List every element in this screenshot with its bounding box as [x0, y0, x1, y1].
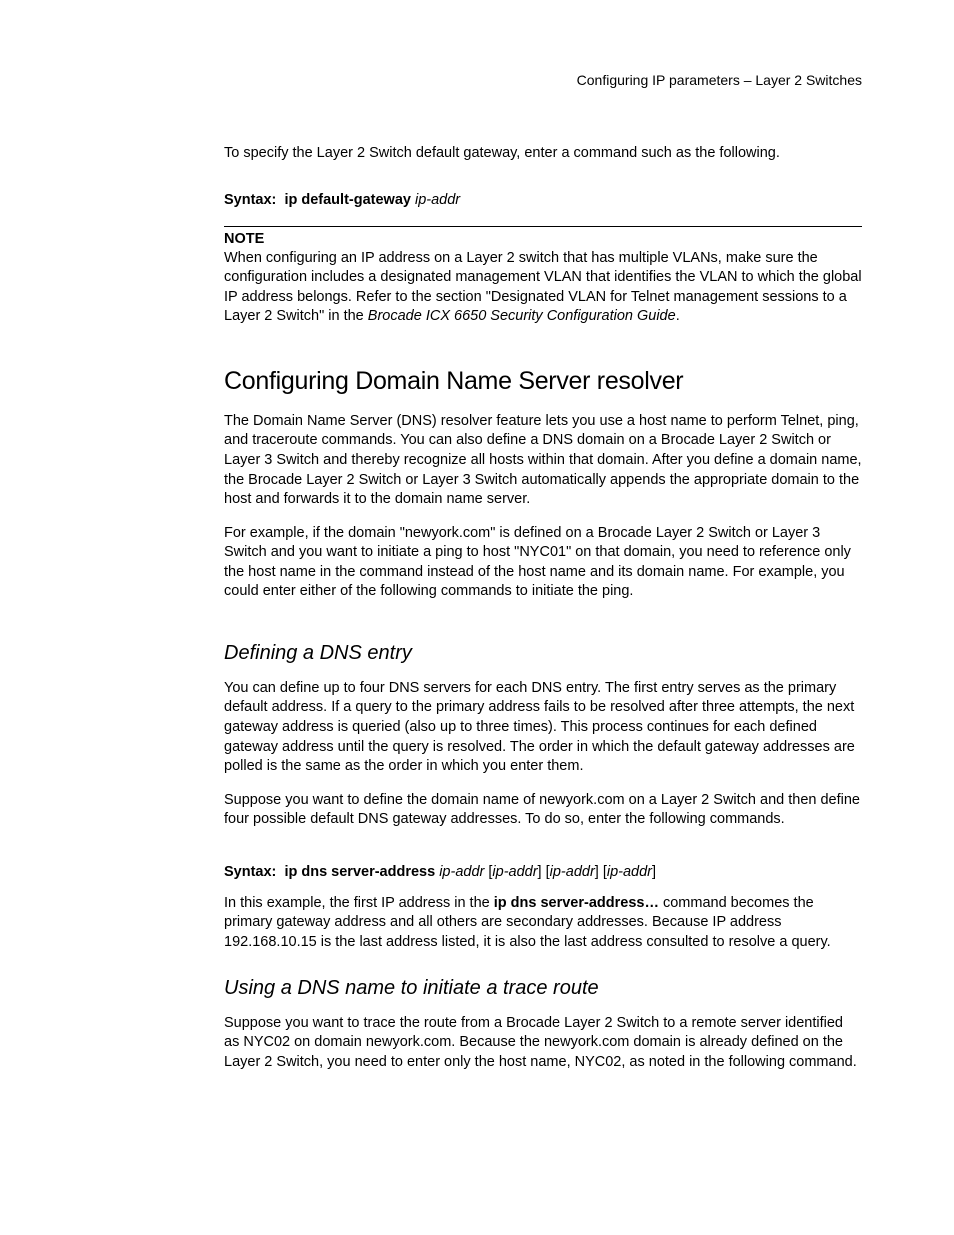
defining-p2: Suppose you want to define the domain na… [224, 791, 862, 830]
defining-p1: You can define up to four DNS servers fo… [224, 679, 862, 777]
heading-dns-resolver: Configuring Domain Name Server resolver [224, 367, 862, 396]
document-page: Configuring IP parameters – Layer 2 Swit… [0, 0, 954, 1235]
header-breadcrumb: Configuring IP parameters – Layer 2 Swit… [224, 72, 862, 88]
syntax-cmd-text: ip default-gateway [284, 192, 411, 208]
syntax2-cmd: ip dns server-address [284, 864, 435, 880]
b3b: ip-addr [607, 864, 652, 880]
heading-trace-route: Using a DNS name to initiate a trace rou… [224, 977, 862, 1000]
b3a: [ [599, 864, 607, 880]
syntax2-arg: ip-addr [439, 864, 484, 880]
syntax-default-gateway: Syntax: ip default-gateway ip-addr [224, 192, 862, 208]
syntax-dns-server: Syntax: ip dns server-address ip-addr [i… [224, 864, 862, 880]
b2a: [ [542, 864, 550, 880]
dns-p1: The Domain Name Server (DNS) resolver fe… [224, 412, 862, 510]
note-rule [224, 226, 862, 227]
intro-paragraph: To specify the Layer 2 Switch default ga… [224, 144, 862, 164]
dns-p2: For example, if the domain "newyork.com"… [224, 524, 862, 602]
b1b: ip-addr [492, 864, 537, 880]
b2b: ip-addr [550, 864, 595, 880]
example-a: In this example, the first IP address in… [224, 895, 494, 911]
trace-p1: Suppose you want to trace the route from… [224, 1014, 862, 1073]
note-body-b: . [676, 308, 680, 324]
example-bold: ip dns server-address… [494, 895, 659, 911]
heading-defining-dns: Defining a DNS entry [224, 642, 862, 665]
note-body: When configuring an IP address on a Laye… [224, 249, 862, 327]
note-body-ital: Brocade ICX 6650 Security Configuration … [368, 308, 676, 324]
syntax-label: Syntax: [224, 192, 276, 208]
example-paragraph: In this example, the first IP address in… [224, 894, 862, 953]
b3c: ] [652, 864, 656, 880]
note-heading: NOTE [224, 231, 862, 247]
syntax2-label: Syntax: [224, 864, 276, 880]
syntax-arg: ip-addr [415, 192, 460, 208]
